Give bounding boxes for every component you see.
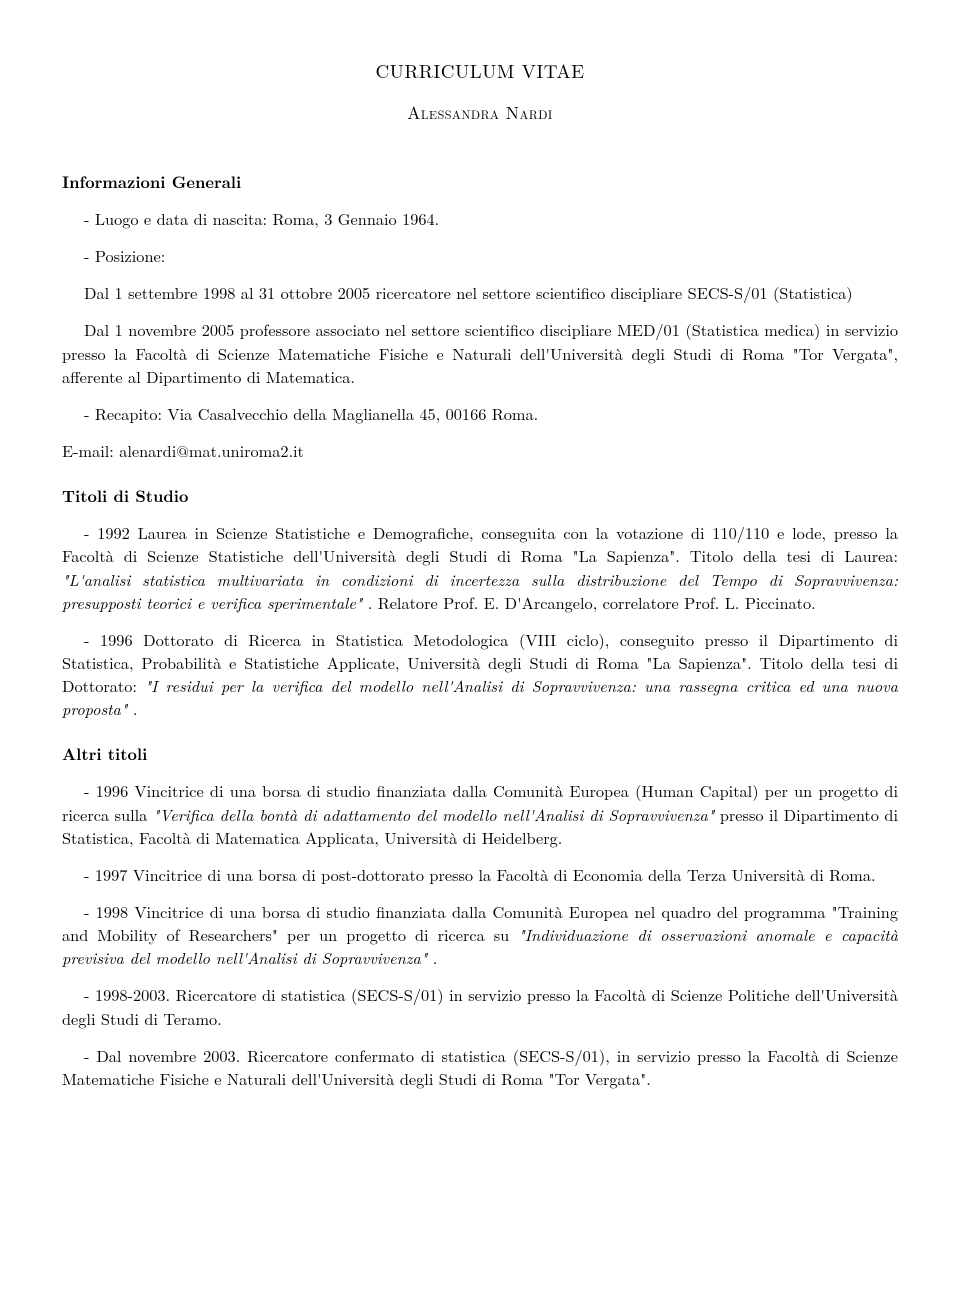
info-address: - Recapito: Via Casalvecchio della Magli… bbox=[62, 402, 898, 425]
info-position-2: Dal 1 novembre 2005 professore associato… bbox=[62, 318, 898, 387]
document-title: CURRICULUM VITAE bbox=[62, 58, 898, 85]
altri-1997: - 1997 Vincitrice di una borsa di post-d… bbox=[62, 863, 898, 886]
info-position-1: Dal 1 settembre 1998 al 31 ottobre 2005 … bbox=[62, 281, 898, 304]
titoli-dottorato-title: "I residui per la verifica del modello n… bbox=[62, 674, 898, 720]
info-birth: - Luogo e data di nascita: Roma, 3 Genna… bbox=[62, 207, 898, 230]
altri-1996-title: "Verifica della bontà di adattamento del… bbox=[153, 803, 714, 826]
document-author: Alessandra Nardi bbox=[62, 101, 898, 126]
altri-1998a-post: . bbox=[433, 946, 438, 969]
altri-2003: - Dal novembre 2003. Ricercatore conferm… bbox=[62, 1044, 898, 1090]
altri-1998a: - 1998 Vincitrice di una borsa di studio… bbox=[62, 900, 898, 969]
altri-1998-2003: - 1998-2003. Ricercatore di statistica (… bbox=[62, 983, 898, 1029]
section-heading-titoli: Titoli di Studio bbox=[62, 484, 898, 507]
titoli-laurea-pre: - 1992 Laurea in Scienze Statistiche e D… bbox=[62, 521, 898, 567]
titoli-dottorato: - 1996 Dottorato di Ricerca in Statistic… bbox=[62, 628, 898, 721]
section-heading-altri: Altri titoli bbox=[62, 742, 898, 765]
info-position-label: - Posizione: bbox=[62, 244, 898, 267]
info-email: E-mail: alenardi@mat.uniroma2.it bbox=[62, 439, 898, 462]
titoli-laurea: - 1992 Laurea in Scienze Statistiche e D… bbox=[62, 521, 898, 614]
titoli-dottorato-post: . bbox=[133, 697, 138, 720]
altri-1996: - 1996 Vincitrice di una borsa di studio… bbox=[62, 779, 898, 848]
titoli-laurea-post: . Relatore Prof. E. D'Arcangelo, correla… bbox=[368, 591, 816, 614]
section-heading-info: Informazioni Generali bbox=[62, 170, 898, 193]
